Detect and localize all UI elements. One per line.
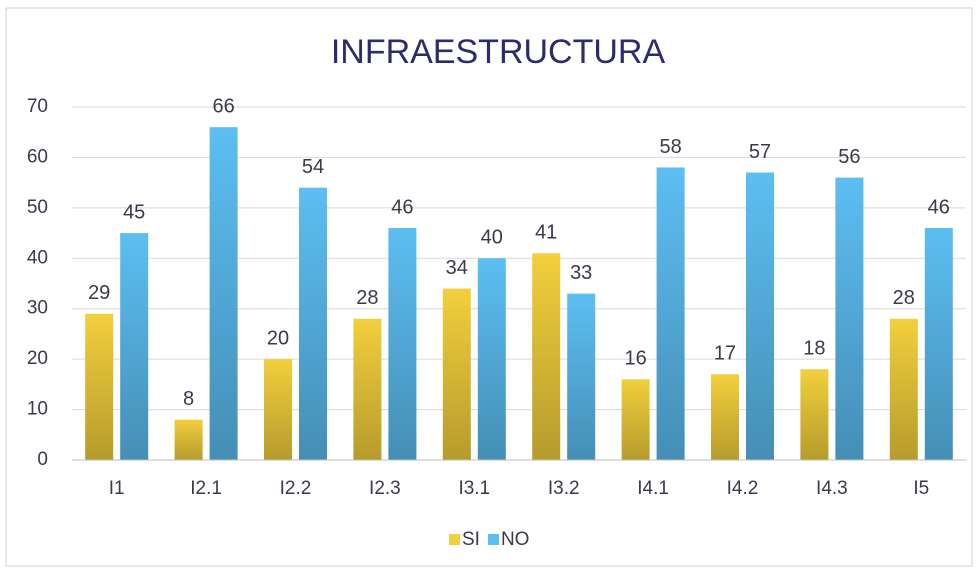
bar-shade [835, 177, 864, 460]
data-label: 57 [749, 141, 771, 163]
data-label: 29 [88, 282, 110, 304]
y-tick-label: 60 [27, 146, 48, 167]
data-label: 33 [570, 262, 592, 284]
bar-shade [442, 288, 471, 460]
data-label: 58 [659, 136, 681, 158]
data-label: 8 [183, 388, 194, 410]
bar-shade [711, 374, 739, 460]
bar-shade [746, 172, 774, 461]
bar-shade [209, 127, 238, 461]
y-tick-label: 40 [27, 247, 48, 268]
bar-shade [477, 258, 506, 460]
y-tick-label: 50 [27, 197, 48, 218]
bar-shade [924, 228, 953, 460]
data-label: 56 [838, 146, 860, 168]
data-label: 41 [535, 222, 557, 244]
data-label: 17 [714, 343, 736, 365]
bar-shade [174, 419, 203, 460]
y-tick-label: 20 [27, 348, 48, 369]
data-label: 18 [803, 338, 825, 360]
x-tick-label: I3.2 [548, 478, 580, 499]
x-tick-label: I4.1 [637, 478, 669, 499]
legend-label: SI [462, 529, 480, 550]
bar-shade [264, 359, 292, 460]
data-label: 46 [391, 196, 413, 218]
data-label: 16 [624, 348, 646, 370]
x-tick-label: I2.2 [280, 478, 312, 499]
bar-shade [120, 233, 149, 460]
x-tick-label: I4.2 [727, 478, 759, 499]
data-label: 40 [481, 227, 503, 249]
legend-swatch [449, 534, 460, 545]
y-tick-label: 70 [27, 96, 48, 117]
bar-shade [532, 253, 561, 460]
data-label: 28 [893, 287, 915, 309]
data-label: 34 [446, 257, 468, 279]
bar-shade [85, 313, 114, 460]
bar-shade [889, 318, 918, 460]
x-tick-label: I1 [109, 478, 125, 499]
y-tick-label: 10 [27, 399, 48, 420]
y-tick-label: 0 [37, 449, 48, 470]
chart-title: INFRAESTRUCTURA [331, 33, 666, 71]
bar-shade [388, 228, 417, 460]
y-tick-label: 30 [27, 298, 48, 319]
bar-shade [299, 187, 327, 460]
data-label: 20 [267, 327, 289, 349]
bar-shade [621, 379, 650, 460]
x-tick-label: I5 [913, 478, 929, 499]
legend-swatch [487, 534, 499, 545]
x-tick-label: I4.3 [816, 478, 848, 499]
data-label: 45 [123, 201, 145, 223]
bar-shade [656, 167, 685, 460]
data-label: 66 [212, 95, 234, 117]
legend-label: NO [501, 529, 530, 550]
x-tick-label: I3.1 [458, 478, 490, 499]
data-label: 28 [356, 287, 378, 309]
data-label: 54 [302, 156, 324, 178]
bar-shade [353, 318, 382, 460]
bar-shade [567, 293, 596, 460]
bar-shade [800, 369, 829, 460]
x-tick-label: I2.3 [369, 478, 401, 499]
data-label: 46 [928, 196, 950, 218]
x-tick-label: I2.1 [190, 478, 222, 499]
